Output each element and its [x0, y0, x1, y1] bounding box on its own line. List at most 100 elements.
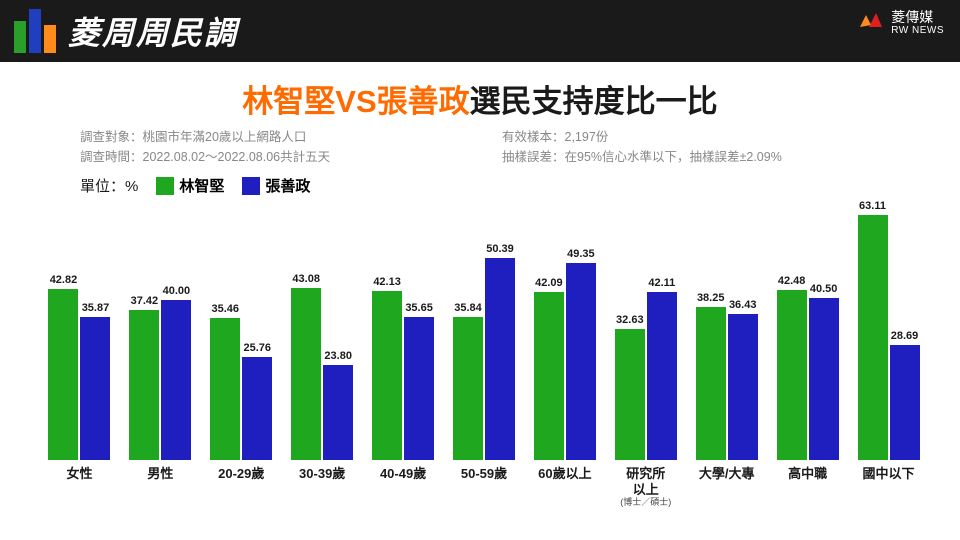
- header-title: 菱周周民調: [68, 8, 238, 54]
- legend-item-0: 林智堅: [156, 175, 224, 196]
- brand-icon: [857, 11, 885, 35]
- legend-label-0: 林智堅: [179, 175, 224, 196]
- x-label: 60歲以上: [529, 466, 600, 508]
- logo-bars-icon: [14, 9, 56, 53]
- bar: [210, 318, 240, 460]
- x-label: 50-59歲: [449, 466, 520, 508]
- bar-wrap: 35.46: [210, 200, 240, 460]
- chart-area: 42.82 35.87 37.42 40.00 35.46 25.76 43.0823.80…: [36, 200, 924, 508]
- x-label: 40-49歲: [368, 466, 439, 508]
- brand: 菱傳媒 RW NEWS: [857, 10, 944, 36]
- x-label: 研究所以上(博士／碩士): [610, 466, 681, 508]
- bar-value-label: 49.35: [567, 248, 595, 260]
- x-label: 大學/大專: [691, 466, 762, 508]
- bar: [858, 215, 888, 460]
- bar-wrap: 35.87: [80, 200, 110, 460]
- brand-en: RW NEWS: [891, 25, 944, 36]
- bar-wrap: 28.69: [890, 200, 920, 460]
- bar: [696, 307, 726, 460]
- bar-value-label: 35.87: [82, 302, 110, 314]
- bar-wrap: 42.82: [48, 200, 78, 460]
- bar: [615, 329, 645, 460]
- meta-l1: 調查對象：桃園市年滿20歲以上網路人口: [80, 127, 502, 147]
- bar-group: 42.4840.50: [772, 200, 843, 460]
- bar-value-label: 35.46: [212, 303, 240, 315]
- bar: [404, 317, 434, 460]
- bar-wrap: 23.80: [323, 200, 353, 460]
- bar-value-label: 32.63: [616, 314, 644, 326]
- legend: 單位：% 林智堅 張善政: [36, 175, 924, 196]
- bar: [323, 365, 353, 460]
- bar-value-label: 63.11: [859, 200, 886, 212]
- bar-wrap: 49.35: [566, 200, 596, 460]
- legend-swatch-0: [156, 177, 174, 195]
- meta-block: 調查對象：桃園市年滿20歲以上網路人口 有效樣本：2,197份 調查時間：202…: [36, 127, 924, 167]
- bar: [485, 258, 515, 460]
- bar-wrap: 63.11: [858, 200, 888, 460]
- bar: [242, 357, 272, 460]
- bar-group: 37.42 40.00: [125, 200, 196, 460]
- bar-wrap: 37.42: [129, 200, 159, 460]
- bar-value-label: 40.00: [163, 285, 191, 297]
- chart-title: 林智堅VS張善政選民支持度比一比: [36, 76, 924, 121]
- bar: [372, 291, 402, 460]
- main: 林智堅VS張善政選民支持度比一比 調查對象：桃園市年滿20歲以上網路人口 有效樣…: [0, 62, 960, 508]
- bar: [161, 300, 191, 460]
- bar-wrap: 35.84: [453, 200, 483, 460]
- legend-swatch-1: [242, 177, 260, 195]
- bar: [890, 345, 920, 460]
- bar-value-label: 38.25: [697, 292, 725, 304]
- bar-value-label: 42.82: [50, 274, 78, 286]
- bar-wrap: 42.11: [647, 200, 677, 460]
- bar: [291, 288, 321, 460]
- bar-group: 35.8450.39: [449, 200, 520, 460]
- bar-wrap: 42.13: [372, 200, 402, 460]
- bar-value-label: 42.13: [373, 276, 401, 288]
- meta-l2: 調查時間：2022.08.02～2022.08.06共計五天: [80, 147, 502, 167]
- bar: [566, 263, 596, 460]
- brand-name: 菱傳媒: [891, 10, 944, 25]
- x-label: 國中以下: [853, 466, 924, 508]
- bar: [80, 317, 110, 460]
- x-label: 30-39歲: [287, 466, 358, 508]
- x-label: 男性: [125, 466, 196, 508]
- bar-group: 42.09 49.35: [529, 200, 600, 460]
- bar-value-label: 25.76: [244, 342, 272, 354]
- bar-wrap: 42.09: [534, 200, 564, 460]
- legend-unit: 單位：%: [80, 175, 138, 196]
- bar-group: 35.46 25.76: [206, 200, 277, 460]
- meta-r2: 抽樣誤差：在95%信心水準以下，抽樣誤差±2.09%: [502, 147, 924, 167]
- x-label: 女性: [44, 466, 115, 508]
- bar: [129, 310, 159, 460]
- bar-value-label: 43.08: [292, 273, 320, 285]
- x-label: 高中職: [772, 466, 843, 508]
- title-part1: 林智堅VS張善政: [242, 84, 469, 119]
- bar-wrap: 38.25: [696, 200, 726, 460]
- legend-label-1: 張善政: [265, 175, 310, 196]
- bar-group: 63.11 28.69: [853, 200, 924, 460]
- legend-item-1: 張善政: [242, 175, 310, 196]
- bar-group: 38.2536.43: [691, 200, 762, 460]
- bar-group: 43.0823.80: [287, 200, 358, 460]
- bar: [647, 292, 677, 460]
- bar: [534, 292, 564, 460]
- bar: [777, 290, 807, 460]
- bar-wrap: 50.39: [485, 200, 515, 460]
- bar: [809, 298, 839, 460]
- bar-group: 42.1335.65: [368, 200, 439, 460]
- bar-value-label: 40.50: [810, 283, 838, 295]
- bar-group: 42.82 35.87: [44, 200, 115, 460]
- bar-group: 32.63 42.11: [610, 200, 681, 460]
- bar-wrap: 40.00: [161, 200, 191, 460]
- meta-r1: 有效樣本：2,197份: [502, 127, 924, 147]
- x-labels: 女性男性20-29歲30-39歲40-49歲50-59歲60歲以上研究所以上(博…: [44, 466, 924, 508]
- bar-value-label: 37.42: [131, 295, 159, 307]
- bar-value-label: 42.11: [648, 277, 675, 289]
- bar-value-label: 35.84: [454, 302, 482, 314]
- bar: [728, 314, 758, 460]
- bar-value-label: 42.09: [535, 277, 563, 289]
- bar-wrap: 32.63: [615, 200, 645, 460]
- header-bar: 菱周周民調 菱傳媒 RW NEWS: [0, 0, 960, 62]
- bar-wrap: 40.50: [809, 200, 839, 460]
- bar-wrap: 25.76: [242, 200, 272, 460]
